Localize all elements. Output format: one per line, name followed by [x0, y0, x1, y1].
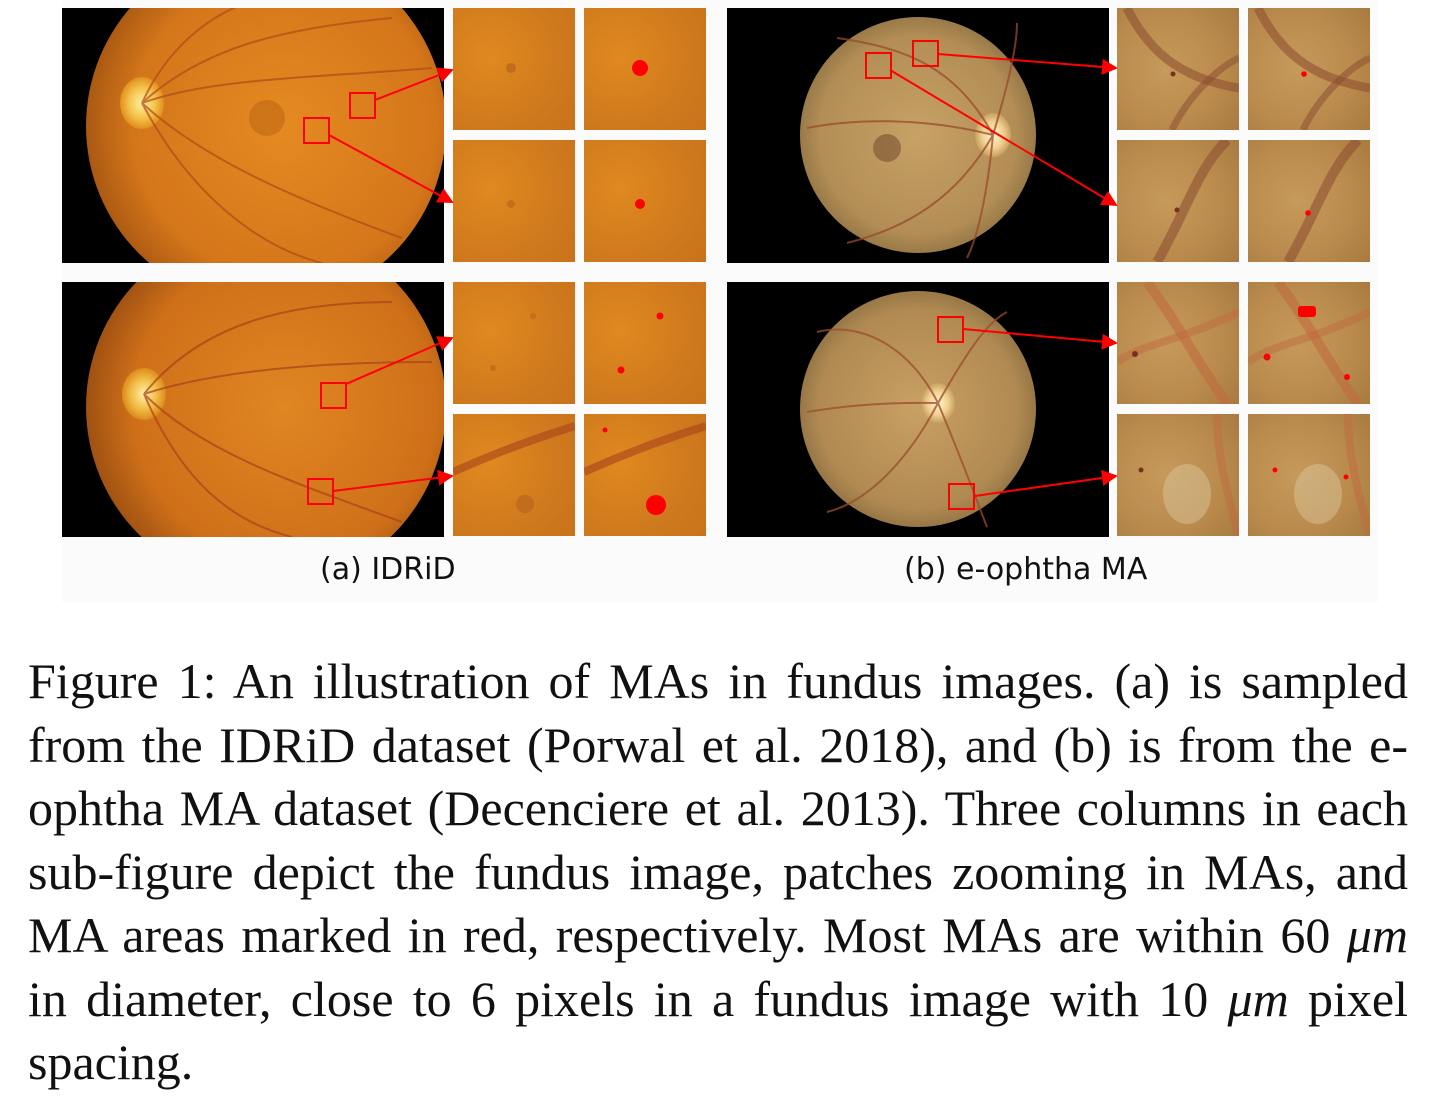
ophtha-patch-4 [1117, 414, 1239, 536]
subfigure-label-a: (a) IDRiD [320, 552, 456, 587]
ophtha-patch-2 [1117, 140, 1239, 262]
ophtha-fundus-image-top [727, 8, 1109, 263]
caption-text-1: Figure 1: An illustration of MAs in fund… [28, 653, 1408, 963]
ophtha-mask-4 [1248, 414, 1370, 536]
idrid-patch-2 [453, 140, 575, 262]
idrid-mask-3 [584, 282, 706, 404]
idrid-fundus-image-top [62, 8, 444, 263]
idrid-mask-4 [584, 414, 706, 536]
idrid-fundus-image-bottom [62, 282, 444, 537]
ophtha-mask-3 [1248, 282, 1370, 404]
subfigure-label-b: (b) e-ophtha MA [904, 552, 1147, 587]
caption-text-2: in diameter, close to 6 pixels in a fund… [28, 971, 1228, 1027]
ophtha-mask-1 [1248, 8, 1370, 130]
ophtha-patch-1 [1117, 8, 1239, 130]
ophtha-fundus-image-bottom [727, 282, 1109, 537]
idrid-patch-4 [453, 414, 575, 536]
ophtha-patch-3 [1117, 282, 1239, 404]
idrid-patch-1 [453, 8, 575, 130]
figure-caption: Figure 1: An illustration of MAs in fund… [28, 650, 1408, 1095]
caption-unit-2: μm [1228, 971, 1289, 1027]
idrid-mask-1 [584, 8, 706, 130]
idrid-mask-2 [584, 140, 706, 262]
idrid-patch-3 [453, 282, 575, 404]
caption-unit-1: μm [1347, 907, 1408, 963]
ophtha-mask-2 [1248, 140, 1370, 262]
